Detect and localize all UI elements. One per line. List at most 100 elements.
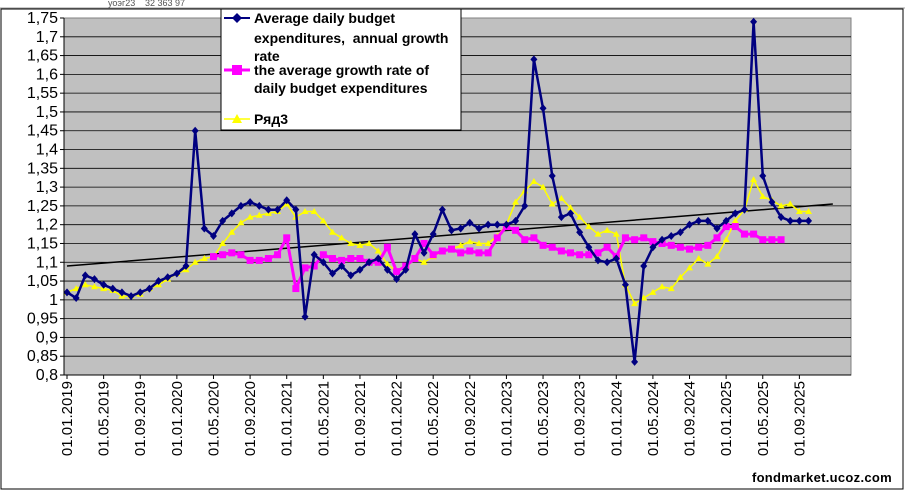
data-point bbox=[356, 255, 364, 263]
data-point bbox=[466, 218, 474, 227]
y-tick-label: 0,8 bbox=[36, 367, 58, 384]
data-point bbox=[475, 239, 483, 246]
data-point bbox=[191, 258, 199, 265]
data-point bbox=[585, 223, 593, 230]
data-point bbox=[475, 224, 483, 233]
data-point bbox=[81, 281, 89, 288]
data-point bbox=[594, 230, 602, 237]
data-point bbox=[786, 200, 794, 207]
x-tick-label: 01.01.2022 bbox=[389, 381, 406, 456]
data-point bbox=[539, 183, 547, 190]
data-point bbox=[795, 208, 803, 215]
x-tick-label: 01.09.2019 bbox=[132, 381, 149, 456]
data-point bbox=[200, 255, 208, 262]
data-point bbox=[805, 216, 813, 225]
data-point bbox=[274, 205, 282, 214]
y-tick-label: 1,75 bbox=[27, 10, 58, 27]
data-point bbox=[548, 171, 556, 180]
data-point bbox=[338, 234, 346, 241]
data-point bbox=[786, 216, 794, 225]
data-point bbox=[347, 255, 355, 263]
series-1 bbox=[63, 17, 813, 366]
data-point bbox=[228, 249, 236, 257]
data-point bbox=[658, 283, 666, 290]
data-point bbox=[557, 213, 565, 222]
data-point bbox=[704, 260, 712, 267]
data-point bbox=[777, 236, 785, 244]
x-tick-label: 01.05.2024 bbox=[645, 381, 662, 456]
data-point bbox=[676, 243, 684, 251]
data-point bbox=[228, 209, 236, 218]
data-point bbox=[246, 256, 254, 264]
data-point bbox=[603, 243, 611, 251]
data-point bbox=[356, 265, 364, 274]
data-point bbox=[576, 251, 584, 259]
x-tick-label: 01.05.2021 bbox=[315, 381, 332, 456]
data-point bbox=[475, 249, 483, 257]
data-point bbox=[557, 247, 565, 255]
x-tick-label: 01.01.2019 bbox=[59, 381, 76, 456]
data-point bbox=[219, 216, 227, 225]
y-axis-ticks: 1,75 1,7 1,651,6 1,55 1,5 1,45 1,41,35 1,3 1,25 1… bbox=[27, 10, 64, 384]
x-tick-label: 01.05.2025 bbox=[755, 381, 772, 456]
data-point bbox=[347, 239, 355, 246]
data-point bbox=[319, 258, 327, 267]
data-point bbox=[319, 251, 327, 259]
x-tick-label: 01.01.2024 bbox=[608, 381, 625, 456]
data-point bbox=[750, 176, 758, 183]
data-point bbox=[420, 239, 428, 247]
data-point bbox=[292, 205, 300, 214]
data-point bbox=[420, 258, 428, 265]
data-point bbox=[228, 228, 236, 235]
data-point bbox=[155, 277, 163, 286]
data-point bbox=[576, 213, 584, 220]
y-tick-label: 1,6 bbox=[36, 66, 58, 83]
data-point bbox=[759, 193, 767, 199]
data-point bbox=[72, 293, 80, 302]
data-point bbox=[264, 255, 272, 263]
legend-item-series-2: the average growth rate of daily budget … bbox=[224, 62, 429, 96]
data-point bbox=[365, 258, 373, 267]
data-point bbox=[530, 55, 538, 64]
data-point bbox=[695, 216, 703, 225]
data-point bbox=[658, 235, 666, 244]
data-point bbox=[512, 226, 520, 234]
data-point bbox=[713, 224, 721, 233]
data-point bbox=[649, 238, 657, 246]
data-point bbox=[548, 243, 556, 251]
data-point bbox=[676, 273, 684, 280]
data-point bbox=[768, 198, 776, 207]
data-point bbox=[686, 220, 694, 229]
data-point bbox=[649, 243, 657, 252]
y-tick-label: 0,95 bbox=[27, 311, 58, 328]
data-point bbox=[512, 198, 520, 205]
data-point bbox=[722, 223, 730, 231]
data-point bbox=[640, 294, 648, 301]
x-tick-label: 01.01.2021 bbox=[279, 381, 296, 456]
data-point bbox=[292, 285, 300, 293]
data-point bbox=[301, 264, 309, 272]
data-point bbox=[612, 254, 620, 263]
y-tick-label: 1 bbox=[49, 292, 58, 309]
y-tick-label: 1,5 bbox=[36, 104, 58, 121]
data-point bbox=[90, 283, 98, 290]
data-point bbox=[466, 247, 474, 255]
data-point bbox=[402, 265, 410, 274]
data-point bbox=[209, 253, 217, 261]
data-point bbox=[603, 226, 611, 233]
y-tick-label: 1,35 bbox=[27, 160, 58, 177]
data-point bbox=[393, 275, 401, 284]
x-tick-label: 01.05.2019 bbox=[96, 381, 113, 456]
data-point bbox=[328, 255, 336, 263]
data-point bbox=[72, 285, 80, 292]
x-tick-label: 01.05.2022 bbox=[425, 381, 442, 456]
data-point bbox=[631, 300, 639, 307]
data-point bbox=[81, 271, 89, 280]
sheet-cell-b: 32 363 97 bbox=[145, 0, 185, 8]
data-point bbox=[255, 256, 263, 264]
data-point bbox=[484, 239, 492, 246]
x-tick-label: 01.01.2025 bbox=[718, 381, 735, 456]
data-point bbox=[466, 238, 474, 245]
data-point bbox=[530, 177, 538, 184]
